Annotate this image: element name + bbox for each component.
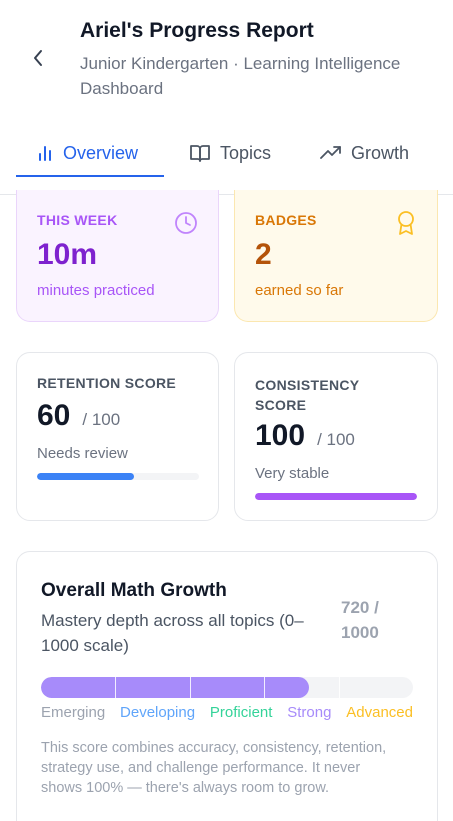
retention-status: Needs review (37, 445, 128, 462)
clock-icon (175, 212, 197, 234)
level-divider (338, 677, 340, 698)
tab-bar: Overview Topics Growth (16, 130, 436, 178)
level-proficient: Proficient (209, 704, 273, 721)
consistency-label: CONSISTENCY SCORE (255, 377, 360, 413)
page-subtitle: Junior Kindergarten · Learning Intellige… (80, 54, 401, 98)
this-week-label: THIS WEEK (37, 212, 118, 228)
tab-topics-label: Topics (220, 142, 272, 163)
tab-growth[interactable]: Growth (320, 130, 409, 176)
page-title: Ariel's Progress Report (80, 19, 314, 42)
back-button[interactable] (26, 44, 50, 72)
app-header: Ariel's Progress Report Junior Kindergar… (0, 0, 453, 195)
this-week-card: THIS WEEK 10m minutes practiced (16, 190, 219, 322)
badges-value: 2 (255, 238, 272, 271)
badges-caption: earned so far (255, 282, 344, 299)
tab-overview[interactable]: Overview (36, 130, 138, 176)
level-strong: Strong (287, 704, 332, 721)
trending-up-icon (320, 146, 341, 159)
growth-progress-fill (41, 677, 309, 698)
level-divider (189, 677, 191, 698)
tab-growth-label: Growth (351, 142, 410, 163)
growth-title: Overall Math Growth (41, 580, 227, 601)
level-divider (264, 677, 266, 698)
tab-topics[interactable]: Topics (189, 130, 271, 176)
retention-label: RETENTION SCORE (37, 375, 177, 391)
consistency-progress-track (255, 493, 417, 500)
consistency-progress-fill (255, 493, 417, 500)
growth-level-labels: Emerging Developing Proficient Strong Ad… (41, 704, 413, 721)
retention-denominator: / 100 (82, 410, 121, 429)
chevron-left-icon (34, 50, 42, 66)
badges-card: BADGES 2 earned so far (234, 190, 438, 322)
growth-note: This score combines accuracy, consistenc… (41, 740, 387, 796)
tab-overview-label: Overview (63, 142, 139, 163)
consistency-score-card: CONSISTENCY SCORE 100 / 100 Very stable (234, 352, 438, 521)
badges-label: BADGES (255, 212, 317, 228)
consistency-denominator: / 100 (317, 430, 355, 449)
retention-score-card: RETENTION SCORE 60 / 100 Needs review (16, 352, 219, 521)
growth-score: 720 / 1000 (341, 598, 379, 642)
level-advanced: Advanced (346, 704, 413, 721)
growth-progress-track (41, 677, 413, 698)
minutes-value: 10m (37, 238, 98, 271)
award-icon (398, 211, 414, 235)
consistency-status: Very stable (255, 465, 330, 482)
level-divider (115, 677, 117, 698)
minutes-caption: minutes practiced (37, 282, 155, 299)
growth-subtitle: Mastery depth across all topics (0–1000 … (41, 611, 304, 655)
retention-progress-fill (37, 473, 135, 480)
retention-value: 60 (37, 399, 71, 432)
consistency-value: 100 (255, 419, 306, 452)
retention-progress-track (37, 473, 199, 480)
active-tab-indicator (16, 175, 164, 177)
bar-chart-icon (39, 146, 51, 161)
level-developing: Developing (120, 704, 196, 721)
book-open-icon (190, 145, 210, 162)
level-emerging: Emerging (41, 704, 106, 721)
overall-growth-card: Overall Math Growth Mastery depth across… (16, 551, 438, 821)
